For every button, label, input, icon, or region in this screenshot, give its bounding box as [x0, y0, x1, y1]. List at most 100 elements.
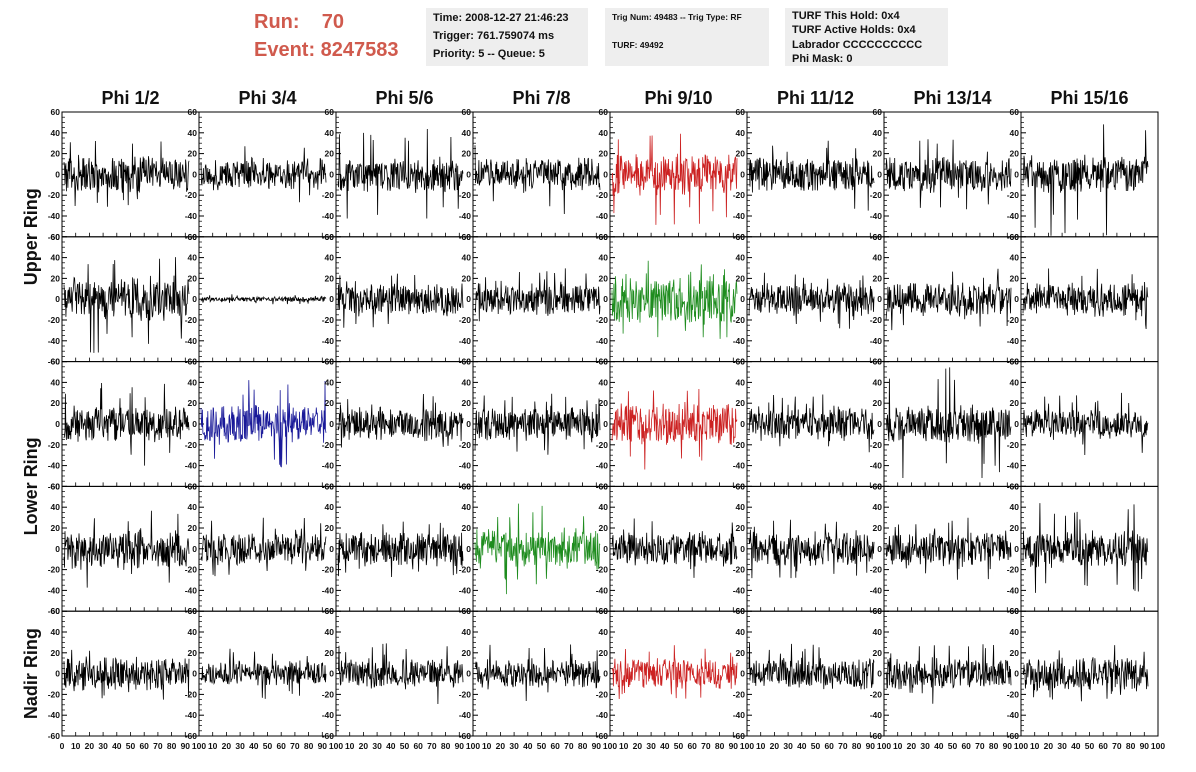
y-tick-label: -40 [596, 585, 609, 595]
x-tick-label: 20 [496, 741, 506, 751]
x-tick-label: 30 [783, 741, 793, 751]
y-tick-label: -40 [459, 461, 472, 471]
y-tick-label: 60 [188, 481, 198, 491]
y-tick-label: -40 [322, 585, 335, 595]
y-tick-label: 0 [55, 419, 60, 429]
x-tick-label: 40 [1071, 741, 1081, 751]
y-tick-label: 0 [603, 544, 608, 554]
y-tick-label: 20 [599, 398, 609, 408]
x-tick-label: 90 [866, 741, 876, 751]
y-tick-label: 0 [192, 669, 197, 679]
x-tick-label: 80 [715, 741, 725, 751]
y-tick-label: -20 [48, 315, 61, 325]
y-tick-label: 60 [599, 107, 609, 117]
y-tick-label: 0 [603, 419, 608, 429]
column-header: Phi 11/12 [777, 88, 854, 108]
x-tick-label: 100 [1014, 741, 1028, 751]
y-tick-label: 60 [462, 357, 472, 367]
y-tick-label: 40 [736, 502, 746, 512]
y-tick-label: 20 [51, 523, 61, 533]
y-tick-label: -20 [733, 565, 746, 575]
y-tick-label: 0 [466, 669, 471, 679]
y-tick-label: -40 [459, 336, 472, 346]
y-tick-label: -20 [870, 190, 883, 200]
y-tick-label: 60 [599, 481, 609, 491]
y-tick-label: -20 [1007, 565, 1020, 575]
y-tick-label: 0 [55, 669, 60, 679]
x-tick-label: 10 [893, 741, 903, 751]
y-tick-label: -40 [733, 585, 746, 595]
y-tick-label: 60 [51, 481, 61, 491]
y-tick-label: 20 [1010, 523, 1020, 533]
x-tick-label: 70 [701, 741, 711, 751]
y-tick-label: -20 [185, 190, 198, 200]
y-tick-label: 20 [873, 398, 883, 408]
y-tick-label: 0 [329, 544, 334, 554]
waveform-trace [63, 382, 190, 466]
x-tick-label: 30 [98, 741, 108, 751]
x-tick-label: 30 [235, 741, 245, 751]
x-tick-label: 80 [989, 741, 999, 751]
y-tick-label: 60 [599, 606, 609, 616]
y-tick-label: -20 [48, 565, 61, 575]
y-tick-label: -60 [48, 481, 61, 491]
waveform-trace [885, 517, 1012, 580]
x-tick-label: 60 [276, 741, 286, 751]
y-tick-label: 20 [325, 523, 335, 533]
x-tick-label: 40 [934, 741, 944, 751]
y-tick-label: 0 [55, 544, 60, 554]
y-tick-label: -40 [459, 211, 472, 221]
y-tick-label: 0 [877, 544, 882, 554]
y-tick-label: 40 [188, 253, 198, 263]
x-tick-label: 100 [740, 741, 754, 751]
y-tick-label: -20 [870, 315, 883, 325]
y-tick-label: 20 [1010, 648, 1020, 658]
y-tick-label: 60 [462, 107, 472, 117]
y-tick-label: -20 [870, 689, 883, 699]
y-tick-label: 40 [462, 253, 472, 263]
y-tick-label: -20 [1007, 315, 1020, 325]
x-tick-label: 40 [112, 741, 122, 751]
y-tick-label: -40 [48, 585, 61, 595]
y-tick-label: -20 [322, 440, 335, 450]
y-tick-label: 0 [877, 669, 882, 679]
y-tick-label: 40 [462, 627, 472, 637]
y-tick-label: 20 [736, 648, 746, 658]
column-header: Phi 15/16 [1050, 88, 1128, 108]
x-tick-label: 80 [852, 741, 862, 751]
y-tick-label: 60 [325, 232, 335, 242]
x-tick-label: 70 [975, 741, 985, 751]
x-tick-label: 60 [1098, 741, 1108, 751]
x-tick-label: 90 [181, 741, 191, 751]
y-tick-label: 40 [51, 128, 61, 138]
y-tick-label: 20 [599, 273, 609, 283]
x-tick-label: 90 [1003, 741, 1013, 751]
y-tick-label: 20 [736, 273, 746, 283]
y-tick-label: 0 [877, 419, 882, 429]
y-tick-label: 0 [192, 294, 197, 304]
x-tick-label: 80 [578, 741, 588, 751]
waveform-trace [63, 649, 190, 700]
y-tick-label: 0 [192, 169, 197, 179]
turf-this-hold-text: TURF This Hold: 0x4 [792, 10, 900, 22]
y-tick-label: 20 [1010, 149, 1020, 159]
waveform-trace [200, 146, 327, 203]
y-tick-label: 0 [466, 544, 471, 554]
x-tick-label: 80 [167, 741, 177, 751]
y-tick-label: -60 [48, 232, 61, 242]
y-tick-label: 0 [1014, 544, 1019, 554]
y-tick-label: -40 [596, 336, 609, 346]
y-tick-label: -20 [870, 440, 883, 450]
x-tick-label: 50 [674, 741, 684, 751]
